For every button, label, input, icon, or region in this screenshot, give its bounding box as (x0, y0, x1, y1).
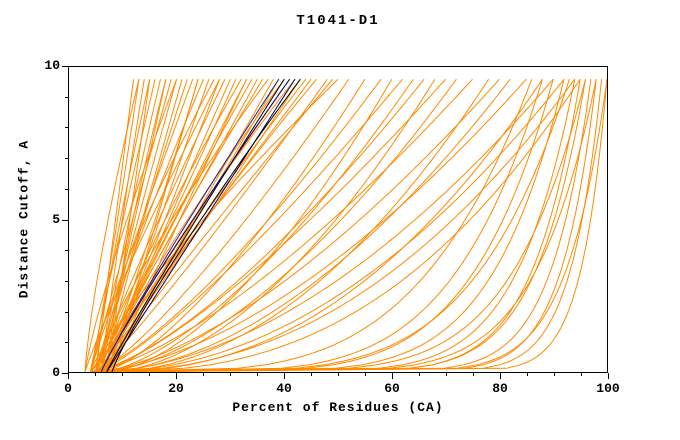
y-minor-tick (65, 127, 68, 129)
y-tick-label: 0 (52, 365, 60, 380)
x-major-tick (608, 373, 609, 379)
y-minor-tick (65, 280, 68, 282)
x-minor-tick (365, 373, 366, 376)
x-minor-tick (203, 373, 204, 376)
x-major-tick (176, 373, 177, 379)
y-minor-tick (65, 250, 68, 252)
x-minor-tick (473, 373, 474, 376)
y-minor-tick (65, 96, 68, 98)
y-minor-tick (65, 188, 68, 190)
chart-title: T1041-D1 (296, 13, 380, 29)
plot-area (68, 66, 608, 373)
y-major-tick (62, 66, 68, 67)
x-minor-tick (338, 373, 339, 376)
x-minor-tick (149, 373, 150, 376)
y-minor-tick (65, 342, 68, 344)
x-minor-tick (311, 373, 312, 376)
x-minor-tick (95, 373, 96, 376)
x-tick-label: 100 (596, 381, 620, 396)
x-tick-label: 60 (384, 381, 400, 396)
y-major-tick (62, 219, 68, 221)
curves-svg (84, 78, 607, 372)
y-minor-tick (65, 158, 68, 160)
y-tick-label: 10 (44, 58, 60, 73)
x-major-tick (500, 373, 501, 379)
x-major-tick (68, 373, 69, 379)
x-tick-label: 0 (64, 381, 72, 396)
x-tick-label: 80 (492, 381, 508, 396)
x-minor-tick (581, 373, 582, 376)
x-tick-label: 20 (168, 381, 184, 396)
y-tick-label: 5 (52, 211, 60, 227)
y-minor-tick (65, 311, 68, 313)
x-major-tick (284, 373, 285, 379)
x-minor-tick (554, 373, 555, 376)
x-minor-tick (257, 373, 258, 376)
x-axis-label: Percent of Residues (CA) (232, 400, 444, 415)
x-minor-tick (230, 373, 231, 376)
x-major-tick (392, 373, 393, 379)
x-minor-tick (527, 373, 528, 376)
x-minor-tick (419, 373, 420, 376)
x-minor-tick (446, 373, 447, 376)
x-minor-tick (122, 373, 123, 376)
y-major-tick (62, 373, 68, 374)
x-tick-label: 40 (276, 381, 292, 396)
